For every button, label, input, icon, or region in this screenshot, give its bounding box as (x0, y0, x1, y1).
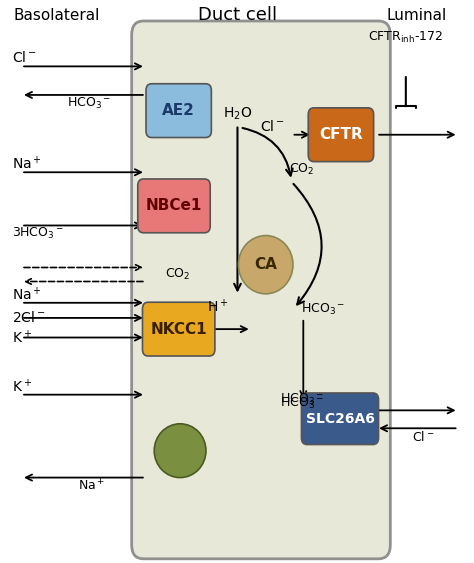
Text: CA: CA (254, 257, 277, 272)
FancyBboxPatch shape (146, 84, 211, 137)
Text: Cl$^-$: Cl$^-$ (12, 50, 36, 65)
Ellipse shape (238, 235, 293, 294)
Text: HCO$_3$$^-$: HCO$_3$$^-$ (67, 96, 111, 111)
Text: H$^+$: H$^+$ (207, 298, 228, 315)
Text: HCO$_3$$^-$: HCO$_3$$^-$ (280, 396, 324, 411)
Text: NKCC1: NKCC1 (150, 321, 207, 337)
Text: HCO$_3$$^-$: HCO$_3$$^-$ (301, 302, 345, 317)
Text: Luminal: Luminal (386, 8, 447, 23)
Ellipse shape (154, 424, 206, 477)
Text: AE2: AE2 (162, 103, 195, 118)
FancyBboxPatch shape (132, 21, 390, 559)
Text: Na$^+$: Na$^+$ (12, 155, 42, 172)
FancyBboxPatch shape (138, 179, 210, 233)
FancyBboxPatch shape (143, 302, 215, 356)
Text: Na$^+$: Na$^+$ (78, 479, 105, 494)
Text: SLC26A6: SLC26A6 (306, 412, 374, 426)
Text: 3HCO$_3$$^-$: 3HCO$_3$$^-$ (12, 226, 64, 242)
Text: H$_2$O: H$_2$O (223, 105, 252, 122)
FancyBboxPatch shape (301, 393, 379, 445)
Text: NBCe1: NBCe1 (146, 198, 202, 213)
Text: Cl$^-$: Cl$^-$ (260, 119, 284, 135)
Text: Cl$^-$: Cl$^-$ (412, 430, 435, 444)
Text: CFTR: CFTR (319, 127, 363, 142)
Text: CFTR$_{\mathregular{inh}}$-172: CFTR$_{\mathregular{inh}}$-172 (368, 30, 444, 46)
Text: K$^+$: K$^+$ (12, 329, 32, 346)
Text: HCO$_3$$^-$: HCO$_3$$^-$ (280, 392, 324, 406)
Text: K$^+$: K$^+$ (12, 378, 32, 395)
FancyBboxPatch shape (308, 108, 374, 162)
Text: Basolateral: Basolateral (13, 8, 100, 23)
Text: CO$_2$: CO$_2$ (164, 267, 190, 282)
Text: 2Cl$^-$: 2Cl$^-$ (12, 310, 45, 325)
Text: CO$_2$: CO$_2$ (289, 162, 315, 177)
Text: Na$^+$: Na$^+$ (12, 287, 42, 303)
Text: Duct cell: Duct cell (198, 6, 277, 24)
